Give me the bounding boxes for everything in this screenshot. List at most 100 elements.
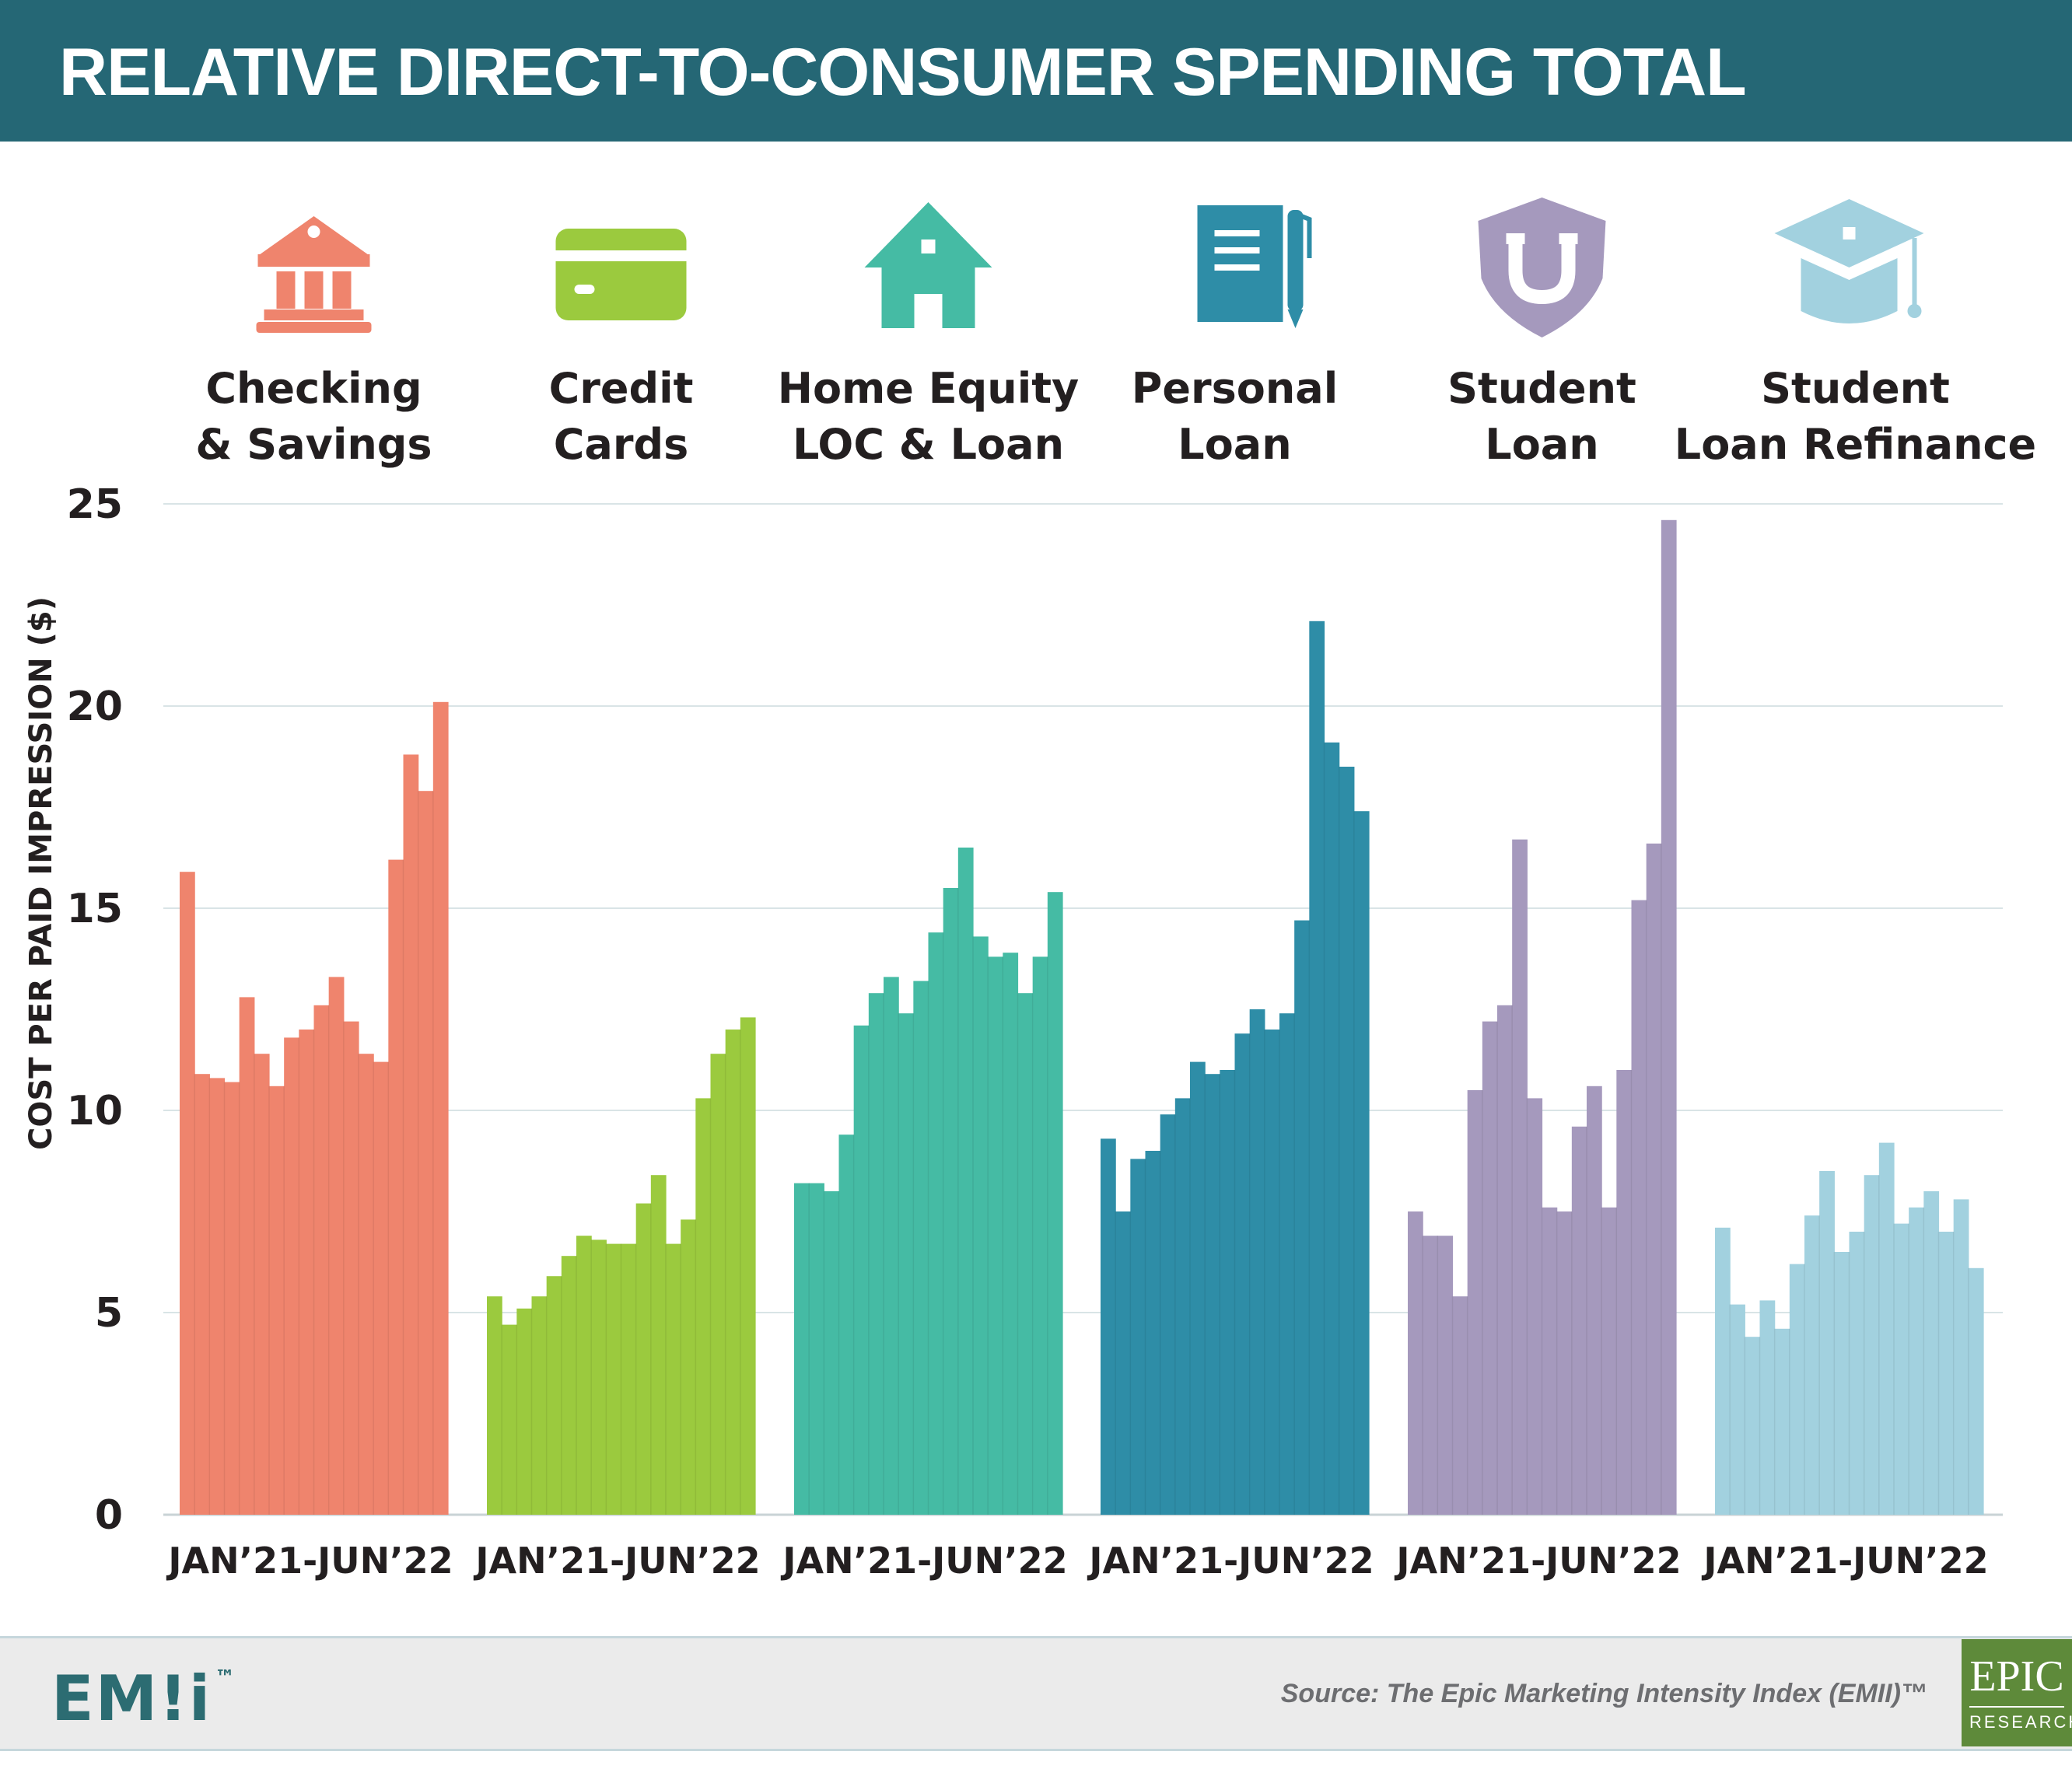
bar	[666, 1243, 681, 1515]
bar	[884, 977, 899, 1515]
bar-chart: 0 5 10 15 20 25 COST PER PAID IMPRESSION ($) Ch…	[23, 198, 2036, 1582]
bar	[1279, 1013, 1295, 1515]
bar	[180, 872, 195, 1515]
category-label: Personal Loan	[1132, 364, 1338, 469]
bar	[1909, 1207, 1924, 1515]
epic-logo-word: EPIC	[1969, 1652, 2064, 1701]
bar	[1017, 993, 1034, 1515]
bar	[1047, 892, 1063, 1515]
x-range-label: JAN’21-JUN’22	[1394, 1540, 1681, 1582]
bar	[1482, 1021, 1498, 1515]
bar	[1542, 1207, 1558, 1515]
bar	[546, 1276, 562, 1515]
bar	[725, 1030, 741, 1515]
bar	[531, 1296, 548, 1515]
bar	[1324, 742, 1340, 1515]
bar	[1101, 1138, 1116, 1515]
bar	[1497, 1005, 1513, 1515]
bar	[1953, 1199, 1969, 1515]
bar	[1339, 767, 1355, 1515]
bar	[1587, 1086, 1602, 1515]
bar	[1759, 1300, 1776, 1515]
bar	[388, 859, 404, 1515]
y-tick-label: 10	[67, 1088, 123, 1134]
bar	[853, 1025, 870, 1515]
bar	[1423, 1236, 1438, 1515]
bar	[1923, 1191, 1940, 1515]
bar	[1527, 1098, 1543, 1515]
bar	[1032, 956, 1048, 1515]
bar	[1571, 1126, 1587, 1515]
bar	[1730, 1304, 1745, 1515]
category-label: Credit Cards	[549, 364, 694, 469]
bar	[403, 754, 419, 1515]
bar	[635, 1203, 652, 1515]
house-icon	[864, 202, 992, 328]
bar	[343, 1021, 359, 1515]
bar	[224, 1082, 240, 1515]
bar	[868, 993, 884, 1515]
bar	[1437, 1236, 1454, 1515]
bar	[299, 1030, 315, 1515]
bar	[1804, 1215, 1820, 1515]
bar	[1309, 621, 1325, 1515]
bar	[1894, 1223, 1909, 1515]
bar	[591, 1239, 607, 1515]
bar	[1452, 1296, 1468, 1515]
bar	[695, 1098, 712, 1515]
bar	[898, 1013, 914, 1515]
bar	[561, 1256, 577, 1515]
bar	[1249, 1009, 1265, 1515]
credit-card-icon	[555, 229, 687, 320]
bar	[794, 1183, 810, 1515]
bar	[1264, 1030, 1280, 1515]
bar	[1160, 1114, 1176, 1515]
bar	[1467, 1090, 1483, 1515]
category-label: Student Loan Refinance	[1675, 364, 2036, 469]
bar	[1968, 1267, 1984, 1515]
bar	[418, 791, 434, 1515]
y-tick-label: 0	[95, 1492, 123, 1539]
bar	[1145, 1151, 1161, 1515]
bar	[1878, 1142, 1895, 1515]
y-tick-label: 20	[67, 683, 123, 730]
epic-logo-sub: RESEARCH	[1969, 1706, 2072, 1732]
bar	[740, 1017, 756, 1515]
bar	[1353, 811, 1370, 1515]
bar	[1512, 839, 1528, 1515]
bar	[1631, 900, 1647, 1515]
bar	[1115, 1211, 1131, 1515]
bar	[606, 1243, 622, 1515]
bar	[1601, 1207, 1617, 1515]
bar	[1130, 1159, 1146, 1515]
bar	[928, 932, 944, 1515]
bar	[1864, 1175, 1880, 1515]
y-tick-label: 15	[67, 886, 123, 932]
epic-research-logo: EPIC RESEARCH	[1962, 1639, 2072, 1746]
bar	[254, 1054, 270, 1515]
bar	[1220, 1070, 1236, 1515]
category-label: Checking & Savings	[195, 364, 432, 469]
bar	[1661, 519, 1677, 1515]
bar	[1834, 1252, 1850, 1515]
bar	[487, 1296, 502, 1515]
bar	[359, 1054, 374, 1515]
bar	[1745, 1337, 1761, 1515]
emii-logo: EM!i ™	[51, 1662, 237, 1735]
bar	[973, 936, 989, 1515]
page-title: RELATIVE DIRECT-TO-CONSUMER SPENDING TOT…	[59, 35, 1747, 110]
bar	[1234, 1033, 1251, 1515]
bar	[681, 1219, 696, 1515]
bar	[1294, 920, 1310, 1515]
shield-icon	[1478, 198, 1606, 337]
bar	[650, 1175, 667, 1515]
bank-icon	[256, 216, 372, 333]
bar	[1616, 1070, 1633, 1515]
footer: EM!i ™ Source: The Epic Marketing Intensi…	[0, 1636, 2072, 1751]
notebook-icon	[1197, 205, 1312, 328]
bar	[824, 1191, 840, 1515]
bar	[502, 1324, 517, 1515]
bar	[710, 1054, 726, 1515]
bar	[1819, 1171, 1835, 1515]
bar	[576, 1236, 592, 1515]
